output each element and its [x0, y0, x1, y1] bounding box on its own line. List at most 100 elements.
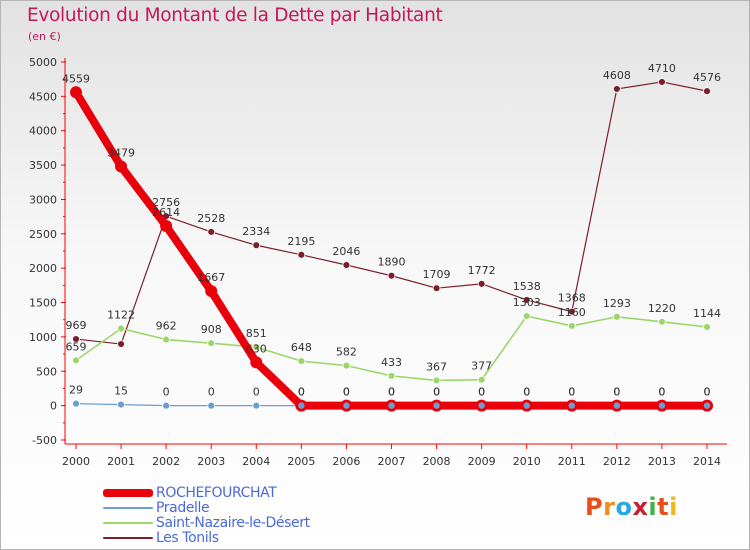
data-label: 0 [613, 386, 620, 399]
legend-item-pradelle[interactable]: Pradelle [103, 499, 210, 516]
data-point [388, 402, 395, 409]
logo-letter: x [632, 493, 649, 521]
data-label: 1890 [378, 256, 406, 269]
data-label: 0 [658, 386, 665, 399]
data-label: 2046 [332, 245, 360, 258]
data-label: 1160 [558, 306, 586, 319]
data-point [658, 317, 666, 326]
data-label: 0 [388, 386, 395, 399]
data-label: 648 [291, 341, 312, 354]
data-label: 2334 [242, 225, 270, 238]
data-point [297, 357, 306, 366]
x-tick-label: 2006 [332, 455, 360, 468]
legend-swatch-pradelle [103, 506, 153, 509]
data-label: 1144 [693, 307, 721, 320]
data-label: 2756 [152, 196, 180, 209]
x-tick-label: 2009 [468, 455, 496, 468]
y-tick-label: 0 [50, 400, 57, 413]
data-point [612, 312, 621, 321]
x-tick-label: 2007 [378, 455, 406, 468]
data-label: 1709 [423, 268, 451, 281]
data-label: 0 [208, 386, 215, 399]
data-label: 4608 [603, 69, 631, 82]
x-tick-label: 2008 [423, 455, 451, 468]
legend-label: Pradelle [156, 499, 210, 516]
data-point [250, 356, 263, 369]
x-tick-label: 2013 [648, 455, 676, 468]
data-label: 0 [478, 386, 485, 399]
data-point [433, 402, 440, 409]
data-label: 0 [343, 386, 350, 399]
data-point [207, 401, 216, 410]
y-tick-label: 1000 [29, 331, 57, 344]
data-point [117, 400, 125, 409]
data-label: 1122 [107, 309, 135, 322]
data-point [342, 361, 351, 370]
data-point [162, 335, 171, 344]
data-point [117, 340, 125, 348]
proxiti-logo: Proxiti [585, 493, 678, 521]
data-point [522, 296, 531, 304]
data-label: 0 [568, 386, 575, 399]
data-point [432, 376, 441, 385]
data-point [162, 401, 171, 410]
data-label: 659 [66, 340, 87, 353]
data-label: 1293 [603, 297, 631, 310]
data-point [568, 402, 575, 409]
data-point [432, 284, 441, 293]
data-label: 4576 [693, 71, 721, 84]
x-tick-label: 2011 [558, 455, 586, 468]
data-label: 0 [433, 386, 440, 399]
x-tick-label: 2003 [197, 455, 225, 468]
legend-item-rochefourchat[interactable]: ROCHEFOURCHAT [103, 485, 277, 501]
y-tick-label: 5000 [29, 56, 57, 69]
chart-title: Evolution du Montant de la Dette par Hab… [27, 5, 443, 26]
x-tick-label: 2005 [287, 455, 315, 468]
data-label: 1667 [197, 271, 225, 284]
logo-letter: t [657, 493, 670, 521]
data-label: 0 [298, 386, 305, 399]
legend-item-les-tonils[interactable]: Les Tonils [103, 530, 219, 546]
y-tick-label: 3000 [29, 193, 57, 206]
logo-letter: P [585, 493, 604, 521]
legend-item-saint-nazaire[interactable]: Saint-Nazaire-le-Désert [103, 515, 310, 531]
y-tick-label: 3500 [29, 159, 57, 172]
logo-letter: i [648, 493, 658, 521]
data-label: 1538 [513, 280, 541, 293]
data-label: 2195 [287, 235, 315, 248]
data-point [207, 339, 216, 348]
legend-swatch-saint-nazaire [103, 521, 153, 524]
data-label: 582 [336, 346, 357, 359]
logo-letter: i [669, 493, 678, 521]
data-point [117, 324, 125, 333]
data-point [522, 312, 531, 320]
y-tick-label: 2500 [29, 228, 57, 241]
data-label: 0 [523, 386, 530, 399]
data-label: 0 [343, 386, 350, 399]
data-label: 908 [201, 323, 222, 336]
data-label: 969 [66, 319, 87, 332]
data-point [387, 371, 396, 380]
data-point [477, 279, 486, 288]
legend-swatch-les-tonils [103, 536, 153, 539]
data-point [72, 356, 80, 365]
y-tick-label: 4000 [29, 125, 57, 138]
data-point [703, 87, 711, 96]
data-label: 2528 [197, 212, 225, 225]
data-label: 0 [704, 386, 711, 399]
data-point [523, 402, 530, 409]
data-label: 962 [156, 320, 177, 333]
data-point [205, 285, 218, 298]
x-tick-label: 2000 [62, 455, 90, 468]
data-point [478, 402, 485, 409]
data-label: 15 [114, 385, 128, 398]
data-point [612, 85, 621, 93]
data-point [477, 375, 486, 384]
y-tick-label: 500 [36, 365, 57, 378]
x-tick-label: 2014 [693, 455, 721, 468]
data-point [567, 307, 576, 316]
data-label: 0 [253, 386, 260, 399]
x-tick-label: 2004 [242, 455, 270, 468]
data-point [703, 323, 711, 331]
